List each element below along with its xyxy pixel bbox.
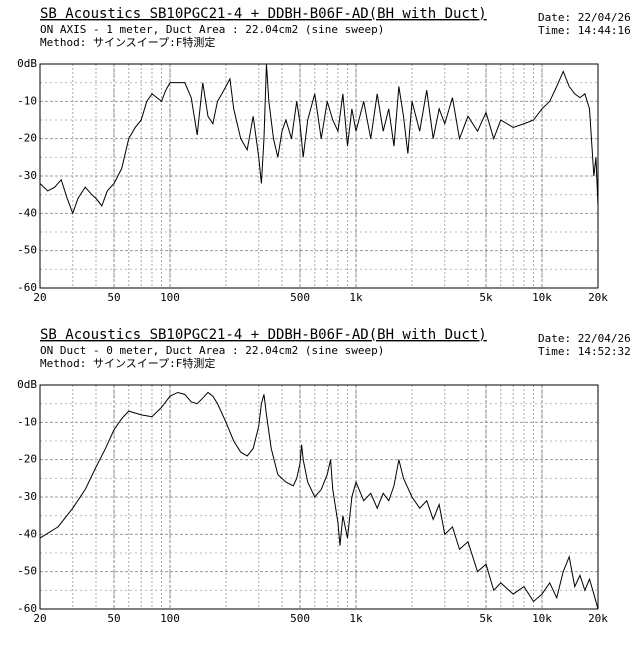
y-tick-label: -60	[17, 281, 37, 294]
y-tick-label: -10	[17, 94, 37, 107]
time: Time: 14:52:32	[538, 345, 631, 358]
y-tick-label: -60	[17, 602, 37, 615]
x-tick-label: 20	[33, 612, 46, 625]
x-tick-label: 500	[290, 291, 310, 304]
x-tick-label: 50	[107, 612, 120, 625]
y-tick-label: -40	[17, 206, 37, 219]
method: Method: サインスイープ:F特測定	[40, 356, 215, 370]
x-tick-label: 20k	[588, 612, 608, 625]
response-line	[39, 63, 599, 215]
chart-title: SB Acoustics SB10PGC21-4 + DDBH-B06F-AD(…	[40, 6, 487, 22]
y-tick-label: -30	[17, 490, 37, 503]
chart-title: SB Acoustics SB10PGC21-4 + DDBH-B06F-AD(…	[40, 327, 487, 343]
x-tick-label: 1k	[349, 291, 363, 304]
subtitle: ON AXIS - 1 meter, Duct Area : 22.04cm2 …	[40, 23, 384, 36]
response-line	[39, 391, 599, 610]
x-tick-label: 100	[160, 291, 180, 304]
subtitle: ON Duct - 0 meter, Duct Area : 22.04cm2 …	[40, 344, 384, 357]
x-tick-label: 1k	[349, 612, 363, 625]
y-tick-label: -50	[17, 565, 37, 578]
plot-frame	[39, 63, 599, 289]
y-tick-label: 0dB	[17, 57, 37, 70]
y-tick-label: -40	[17, 527, 37, 540]
x-tick-label: 20k	[588, 291, 608, 304]
y-tick-label: -20	[17, 132, 37, 145]
x-tick-label: 100	[160, 612, 180, 625]
time: Time: 14:44:16	[538, 24, 631, 37]
y-tick-label: -10	[17, 415, 37, 428]
y-tick-label: -30	[17, 169, 37, 182]
date: Date: 22/04/26	[538, 332, 631, 345]
y-tick-label: -50	[17, 244, 37, 257]
x-tick-label: 20	[33, 291, 46, 304]
method: Method: サインスイープ:F特測定	[40, 35, 215, 49]
x-tick-label: 50	[107, 291, 120, 304]
x-tick-label: 10k	[532, 291, 552, 304]
plot-frame	[39, 384, 599, 610]
x-tick-label: 5k	[479, 291, 493, 304]
x-tick-label: 10k	[532, 612, 552, 625]
x-tick-label: 5k	[479, 612, 493, 625]
date: Date: 22/04/26	[538, 11, 631, 24]
y-tick-label: -20	[17, 453, 37, 466]
x-tick-label: 500	[290, 612, 310, 625]
y-tick-label: 0dB	[17, 378, 37, 391]
